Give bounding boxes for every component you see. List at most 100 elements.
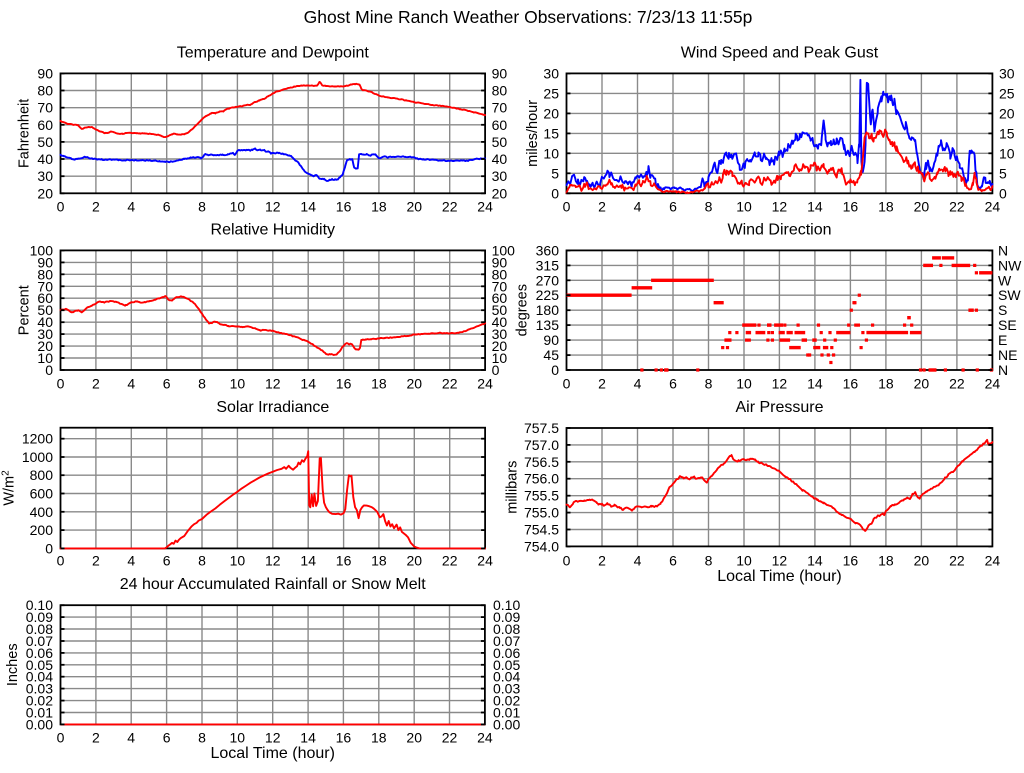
svg-text:0.10: 0.10	[26, 597, 53, 613]
svg-text:0.07: 0.07	[26, 633, 53, 649]
svg-text:miles/hour: miles/hour	[525, 100, 541, 167]
svg-text:24: 24	[477, 198, 493, 214]
svg-text:90: 90	[37, 254, 53, 270]
svg-text:0.02: 0.02	[493, 693, 520, 709]
svg-text:6: 6	[163, 375, 171, 391]
svg-text:20: 20	[999, 105, 1015, 121]
svg-text:E: E	[998, 332, 1007, 348]
svg-text:6: 6	[163, 198, 171, 214]
svg-text:50: 50	[37, 302, 53, 318]
svg-text:2: 2	[598, 553, 606, 569]
svg-text:24: 24	[477, 553, 493, 569]
svg-text:10: 10	[999, 145, 1015, 161]
svg-text:30: 30	[492, 168, 508, 184]
svg-text:5: 5	[551, 165, 559, 181]
svg-text:40: 40	[492, 151, 508, 167]
svg-text:40: 40	[37, 314, 53, 330]
svg-text:NW: NW	[998, 257, 1022, 273]
svg-text:40: 40	[37, 151, 53, 167]
svg-text:0: 0	[551, 185, 559, 201]
svg-text:225: 225	[536, 287, 560, 303]
svg-text:2: 2	[92, 553, 100, 569]
svg-text:16: 16	[843, 375, 859, 391]
svg-text:24: 24	[985, 198, 1001, 214]
svg-text:10: 10	[230, 198, 246, 214]
svg-text:4: 4	[127, 553, 135, 569]
svg-text:Percent: Percent	[16, 285, 32, 335]
svg-text:Solar Irradiance: Solar Irradiance	[216, 399, 329, 416]
svg-text:25: 25	[999, 85, 1015, 101]
svg-text:22: 22	[949, 375, 965, 391]
svg-text:24: 24	[477, 730, 493, 746]
svg-text:15: 15	[999, 125, 1015, 141]
svg-text:12: 12	[772, 198, 788, 214]
svg-text:6: 6	[163, 730, 171, 746]
svg-text:0.04: 0.04	[493, 669, 520, 685]
svg-text:16: 16	[336, 375, 352, 391]
svg-text:Ghost Mine Ranch Weather Obser: Ghost Mine Ranch Weather Observations: 7…	[304, 7, 753, 27]
svg-text:100: 100	[492, 242, 516, 258]
svg-text:22: 22	[442, 553, 458, 569]
svg-text:24: 24	[985, 553, 1001, 569]
svg-text:N: N	[998, 242, 1008, 258]
svg-text:80: 80	[37, 266, 53, 282]
svg-text:8: 8	[198, 730, 206, 746]
svg-text:70: 70	[37, 100, 53, 116]
svg-text:10: 10	[37, 350, 53, 366]
svg-text:756.0: 756.0	[524, 471, 559, 487]
svg-text:18: 18	[371, 375, 387, 391]
svg-text:20: 20	[914, 375, 930, 391]
svg-text:degrees: degrees	[515, 284, 531, 336]
svg-text:4: 4	[634, 375, 642, 391]
svg-text:14: 14	[300, 553, 316, 569]
svg-text:50: 50	[492, 302, 508, 318]
svg-text:2: 2	[598, 375, 606, 391]
svg-text:0: 0	[45, 540, 53, 556]
svg-text:20: 20	[914, 198, 930, 214]
svg-text:0.10: 0.10	[493, 597, 520, 613]
svg-text:SE: SE	[998, 317, 1017, 333]
svg-text:135: 135	[536, 317, 560, 333]
svg-text:0.01: 0.01	[493, 705, 520, 721]
svg-text:6: 6	[669, 553, 677, 569]
svg-text:24: 24	[985, 375, 1001, 391]
svg-text:8: 8	[198, 553, 206, 569]
svg-text:22: 22	[442, 198, 458, 214]
svg-text:4: 4	[127, 198, 135, 214]
svg-text:Local Time (hour): Local Time (hour)	[717, 568, 842, 585]
svg-text:0.09: 0.09	[493, 609, 520, 625]
svg-text:25: 25	[543, 85, 559, 101]
svg-text:18: 18	[371, 730, 387, 746]
svg-text:SW: SW	[998, 287, 1021, 303]
svg-text:0: 0	[563, 375, 571, 391]
svg-text:4: 4	[634, 553, 642, 569]
svg-text:14: 14	[300, 375, 316, 391]
svg-text:Temperature and Dewpoint: Temperature and Dewpoint	[177, 45, 370, 62]
svg-text:757.0: 757.0	[524, 437, 559, 453]
svg-text:24: 24	[477, 375, 493, 391]
svg-text:0: 0	[999, 185, 1007, 201]
svg-text:14: 14	[807, 553, 823, 569]
svg-text:12: 12	[772, 553, 788, 569]
svg-text:600: 600	[30, 486, 54, 502]
svg-text:18: 18	[371, 198, 387, 214]
svg-text:0.03: 0.03	[26, 681, 53, 697]
svg-text:756.5: 756.5	[524, 454, 559, 470]
svg-text:80: 80	[492, 266, 508, 282]
svg-text:60: 60	[492, 117, 508, 133]
svg-text:70: 70	[492, 100, 508, 116]
svg-text:16: 16	[336, 730, 352, 746]
svg-text:NE: NE	[998, 347, 1017, 363]
svg-text:70: 70	[492, 278, 508, 294]
svg-text:1000: 1000	[22, 449, 53, 465]
svg-text:70: 70	[37, 278, 53, 294]
svg-text:15: 15	[543, 125, 559, 141]
svg-text:22: 22	[442, 375, 458, 391]
svg-text:755.0: 755.0	[524, 505, 559, 521]
svg-text:100: 100	[30, 242, 54, 258]
svg-text:14: 14	[300, 730, 316, 746]
svg-text:4: 4	[127, 730, 135, 746]
svg-text:4: 4	[127, 375, 135, 391]
svg-text:0: 0	[45, 362, 53, 378]
svg-text:754.5: 754.5	[524, 522, 559, 538]
